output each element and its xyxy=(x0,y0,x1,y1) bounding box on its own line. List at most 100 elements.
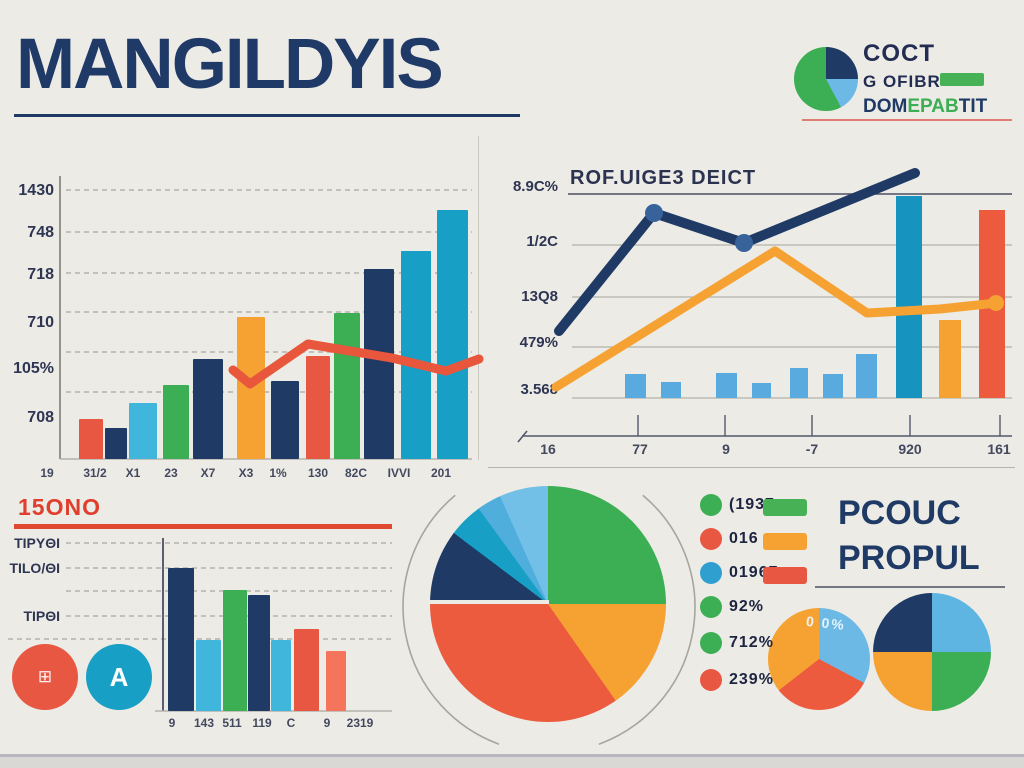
left-chart-bar xyxy=(437,210,468,459)
coct-green-bar xyxy=(940,73,984,86)
line-chart-x-tick-label: 9 xyxy=(722,441,730,457)
legend-bar xyxy=(763,499,807,516)
mini-chart-title: 15ONO xyxy=(18,494,101,520)
line-chart-small-bar xyxy=(790,368,808,398)
mini-chart-title-underline xyxy=(14,524,392,529)
center-pie-chart xyxy=(430,486,666,722)
left-chart-x-tick-label: 201 xyxy=(431,466,451,480)
left-chart-bar xyxy=(79,419,103,459)
left-chart-x-tick-label: 1% xyxy=(269,466,287,480)
line-chart-small-bar xyxy=(856,354,877,398)
line-chart-x-tick-label: -7 xyxy=(806,441,819,457)
coct-brand-line: DOMEPABTIT xyxy=(863,96,1023,118)
mini-chart-bar xyxy=(326,651,346,711)
left-chart-bar xyxy=(364,269,394,459)
legend-bar xyxy=(763,567,807,584)
line-chart-x-tick-label: 920 xyxy=(898,441,922,457)
left-chart-y-tick-label: 105% xyxy=(13,360,54,377)
left-chart-bar xyxy=(129,403,157,459)
left-chart-x-tick-label: IVVI xyxy=(388,466,411,480)
line-chart-axis-serif xyxy=(517,430,528,443)
legend-value: 016 xyxy=(729,530,759,547)
product-heading-line1: PCOUC xyxy=(838,494,961,532)
product-heading-underline xyxy=(815,586,1005,588)
legend-dot xyxy=(700,562,722,584)
line-chart-big-bar xyxy=(939,320,961,398)
grid-icon: ⊞ xyxy=(37,667,53,686)
navy-series-marker xyxy=(645,204,663,222)
coct-heading: COCT xyxy=(863,40,935,67)
left-chart-bar xyxy=(401,251,431,459)
line-chart-y-tick-label: 8.9C% xyxy=(513,178,558,195)
mini-chart-x-tick-label: 511 xyxy=(222,716,242,730)
bottom-pie-left xyxy=(768,608,870,710)
vertical-divider xyxy=(478,136,479,460)
line-chart-y-tick-label: 479% xyxy=(520,334,558,351)
navy-series-line xyxy=(554,168,920,336)
legend-dot xyxy=(700,596,722,618)
legend-bar xyxy=(763,533,807,550)
legend-dot xyxy=(700,494,722,516)
left-chart-trend-line xyxy=(228,339,484,389)
decorative-ring-arc xyxy=(598,494,696,745)
legend-dot xyxy=(700,632,722,654)
orange-series-line xyxy=(551,246,1001,392)
title-underline xyxy=(14,114,520,117)
mini-chart-bar xyxy=(248,595,270,711)
line-chart-big-bar xyxy=(896,196,922,398)
mini-chart-x-tick-label: 143 xyxy=(194,716,214,730)
top-right-pie-chart xyxy=(794,47,858,111)
line-chart-title-text: ROF.UIGE3 DEICT xyxy=(570,167,757,189)
line-chart-small-bar xyxy=(625,374,646,398)
top-right-text-block: COCT G OFIBR DOMEPABTIT xyxy=(863,40,1023,118)
legend-value: 92% xyxy=(729,598,765,615)
line-chart-x-tick-label: 161 xyxy=(987,441,1011,457)
mini-chart-bar xyxy=(294,629,319,711)
navy-series-marker xyxy=(735,234,753,252)
line-chart-y-tick-label: 13Q8 xyxy=(521,288,558,305)
photo-edge xyxy=(0,754,1024,757)
photo-edge-light xyxy=(0,757,1024,768)
left-chart-x-tick-label: X7 xyxy=(201,466,216,480)
legend-row: 92% xyxy=(700,596,764,618)
line-chart-title: ROF.UIGE3 DEICT xyxy=(570,167,756,190)
mini-chart-bar xyxy=(223,590,247,711)
letter-a-icon: A xyxy=(109,661,129,692)
mini-chart-x-tick-label: C xyxy=(287,716,296,730)
badge-circle-red: ⊞ xyxy=(12,644,78,710)
decorative-ring-arc xyxy=(402,494,500,745)
bottom-pie-right xyxy=(873,593,991,711)
left-chart-x-tick-label: 31/2 xyxy=(83,466,107,480)
badge-circle-teal: A xyxy=(86,644,152,710)
left-chart-bar xyxy=(271,381,299,459)
left-chart-x-tick-label: 130 xyxy=(308,466,328,480)
legend-dot xyxy=(700,528,722,550)
left-chart-bar xyxy=(163,385,189,459)
page-title: MANGILDYIS xyxy=(16,25,444,104)
mini-chart-y-tick-label: TIPYΘI xyxy=(14,535,60,551)
left-chart-x-tick-label: X1 xyxy=(126,466,141,480)
brand-part: TIT xyxy=(958,96,988,117)
coct-subheading: G OFIBR xyxy=(863,72,941,91)
left-chart-y-tick-label: 748 xyxy=(27,224,54,241)
horizontal-divider xyxy=(488,467,1015,468)
line-chart-y-tick-label: 1/2C xyxy=(526,233,558,250)
legend-value: 712% xyxy=(729,634,774,651)
left-chart-y-tick-label: 710 xyxy=(27,314,54,331)
mini-chart-bar xyxy=(168,568,194,711)
product-heading-line2: PROPUL xyxy=(838,538,980,577)
left-chart-y-tick-label: 708 xyxy=(27,409,54,426)
left-chart-bar xyxy=(306,356,330,459)
left-chart-x-tick-label: 82C xyxy=(345,466,367,480)
legend-value: 239% xyxy=(729,671,774,688)
line-chart-small-bar xyxy=(752,383,771,398)
mini-chart-bar xyxy=(196,640,221,711)
left-chart-x-tick-label: 19 xyxy=(40,466,54,480)
mini-chart-y-tick-label: TIPΘI xyxy=(23,608,60,624)
line-chart-x-tick-label: 16 xyxy=(540,441,556,457)
left-chart-y-tick-label: 1430 xyxy=(18,182,54,199)
orange-series-marker xyxy=(988,295,1004,311)
line-chart-small-bar xyxy=(716,373,737,398)
